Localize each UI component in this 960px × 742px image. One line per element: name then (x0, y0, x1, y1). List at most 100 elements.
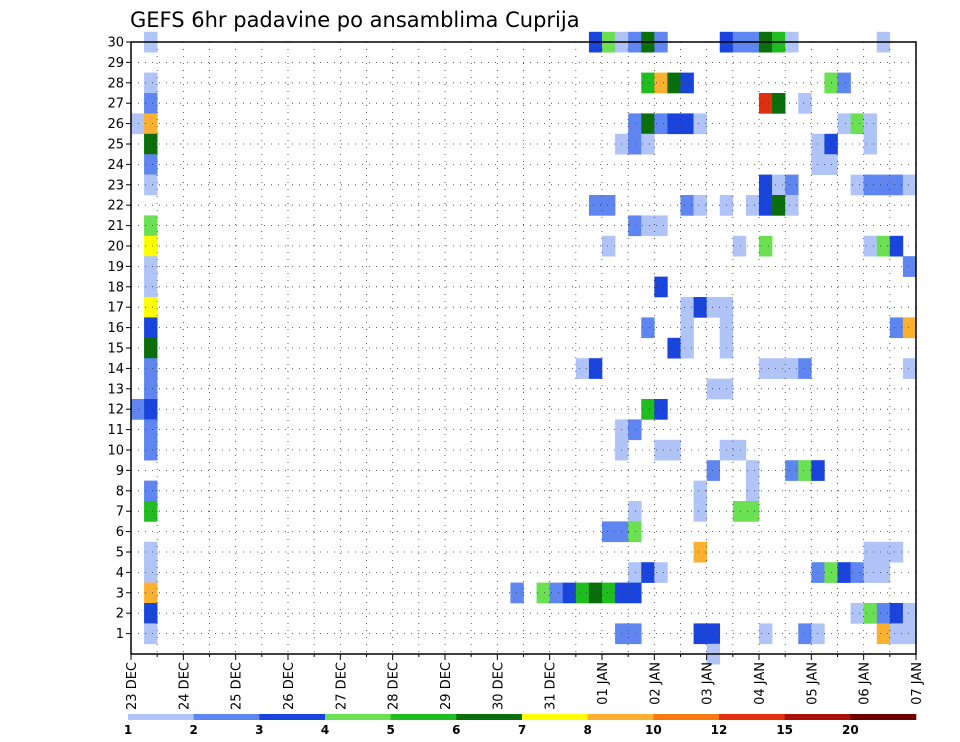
y-tick-label: 17 (107, 301, 124, 316)
heatmap-cell (144, 480, 158, 502)
heatmap-cell (902, 317, 917, 339)
heatmap-cell (144, 93, 158, 114)
heatmap-cell (863, 603, 878, 624)
heatmap-cell (144, 297, 158, 318)
heatmap-cell (732, 501, 747, 522)
heatmap-cell (745, 501, 760, 522)
heatmap-cell (889, 603, 904, 624)
x-tick-label: 24 DEC (177, 662, 192, 710)
y-tick-label: 2 (116, 607, 124, 622)
colorbar-label: 7 (518, 723, 526, 737)
y-tick-label: 23 (107, 178, 124, 193)
heatmap-cell (641, 399, 655, 420)
heatmap-cell (759, 623, 773, 645)
heatmap-cell (889, 235, 904, 257)
colorbar-label: 10 (645, 723, 662, 737)
x-tick-label: 28 DEC (387, 662, 402, 710)
y-tick-label: 30 (107, 36, 124, 51)
heatmap-cell (680, 317, 694, 339)
x-tick-label: 23 DEC (125, 662, 140, 710)
colorbar-swatch (522, 714, 588, 720)
heatmap-cell (131, 399, 145, 420)
y-tick-label: 9 (116, 464, 124, 479)
heatmap-cell (889, 174, 904, 196)
heatmap-cell (745, 460, 760, 481)
x-axis: 23 DEC 24 DEC 25 DEC 26 DEC 27 DEC 28 DEC 29 D… (125, 654, 925, 710)
colorbar-label: 3 (255, 723, 263, 737)
x-tick-label: 04 JAN (753, 662, 768, 705)
heatmap-cell (144, 399, 158, 420)
y-tick-label: 27 (107, 97, 124, 112)
cells-layer (131, 31, 917, 665)
heatmap-cell (811, 133, 825, 155)
heatmap-cell (654, 399, 668, 420)
y-tick-label: 15 (107, 342, 124, 357)
heatmap-cell (680, 195, 694, 216)
heatmap-cell (144, 337, 158, 359)
colorbar-swatch (587, 714, 654, 720)
y-tick-label: 7 (116, 505, 124, 520)
colorbar-swatch (850, 714, 917, 720)
heatmap-cell (693, 501, 707, 522)
colorbar-label: 1 (124, 723, 132, 737)
heatmap-cell (863, 133, 878, 155)
y-tick-label: 24 (107, 158, 124, 173)
chart-title: GEFS 6hr padavine po ansamblima Cuprija (130, 8, 580, 32)
heatmap-cell (144, 541, 158, 563)
heatmap-cell (144, 256, 158, 277)
x-tick-label: 26 DEC (282, 662, 297, 710)
x-tick-label: 31 DEC (544, 662, 559, 710)
colorbar-swatch (390, 714, 457, 720)
heatmap-cell (144, 113, 158, 135)
heatmap-cell (536, 582, 550, 604)
heatmap-cell (654, 215, 668, 237)
heatmap-cell (654, 113, 668, 135)
y-tick-label: 10 (107, 444, 124, 459)
heatmap-cell (837, 562, 851, 583)
heatmap-cell (628, 582, 642, 604)
heatmap-cell (863, 113, 878, 135)
heatmap-cell (628, 521, 642, 543)
x-tick-label: 05 JAN (805, 662, 820, 705)
heatmap-cell (772, 93, 786, 114)
x-tick-label: 07 JAN (910, 662, 925, 705)
heatmap-cell (667, 113, 681, 135)
heatmap-cell (131, 113, 145, 135)
heatmap-cell (654, 562, 668, 583)
heatmap-cell (798, 358, 812, 379)
heatmap-cell (628, 623, 642, 645)
heatmap-cell (772, 358, 786, 379)
heatmap-cell (693, 541, 707, 563)
heatmap-cell (772, 195, 786, 216)
colorbar-label: 6 (452, 723, 460, 737)
heatmap-cell (811, 460, 825, 481)
x-tick-label: 27 DEC (334, 662, 349, 710)
heatmap-cell (654, 276, 668, 298)
y-tick-label: 22 (107, 199, 124, 214)
heatmap-cell (902, 623, 917, 645)
x-tick-label: 29 DEC (439, 662, 454, 710)
y-tick-label: 4 (116, 566, 124, 581)
y-tick-label: 20 (107, 240, 124, 255)
heatmap-cell (144, 623, 158, 645)
heatmap-cell (144, 235, 158, 257)
heatmap-cell (693, 113, 707, 135)
heatmap-cell (863, 235, 878, 257)
heatmap-cell (876, 174, 891, 196)
heatmap-cell (549, 582, 564, 604)
colorbar-label: 15 (776, 723, 793, 737)
heatmap-cell (798, 623, 812, 645)
colorbar-label: 5 (386, 723, 394, 737)
heatmap-cell (876, 603, 891, 624)
heatmap-cell (667, 337, 681, 359)
y-tick-label: 29 (107, 56, 124, 71)
heatmap-cell (628, 419, 642, 441)
heatmap-cell (602, 235, 616, 257)
heatmap-cell (667, 439, 681, 461)
heatmap-cell (798, 93, 812, 114)
colorbar-swatch (128, 714, 194, 720)
heatmap-cell (850, 113, 864, 135)
heatmap-cell (144, 358, 158, 379)
heatmap-cell (628, 562, 642, 583)
heatmap-cell (837, 113, 851, 135)
